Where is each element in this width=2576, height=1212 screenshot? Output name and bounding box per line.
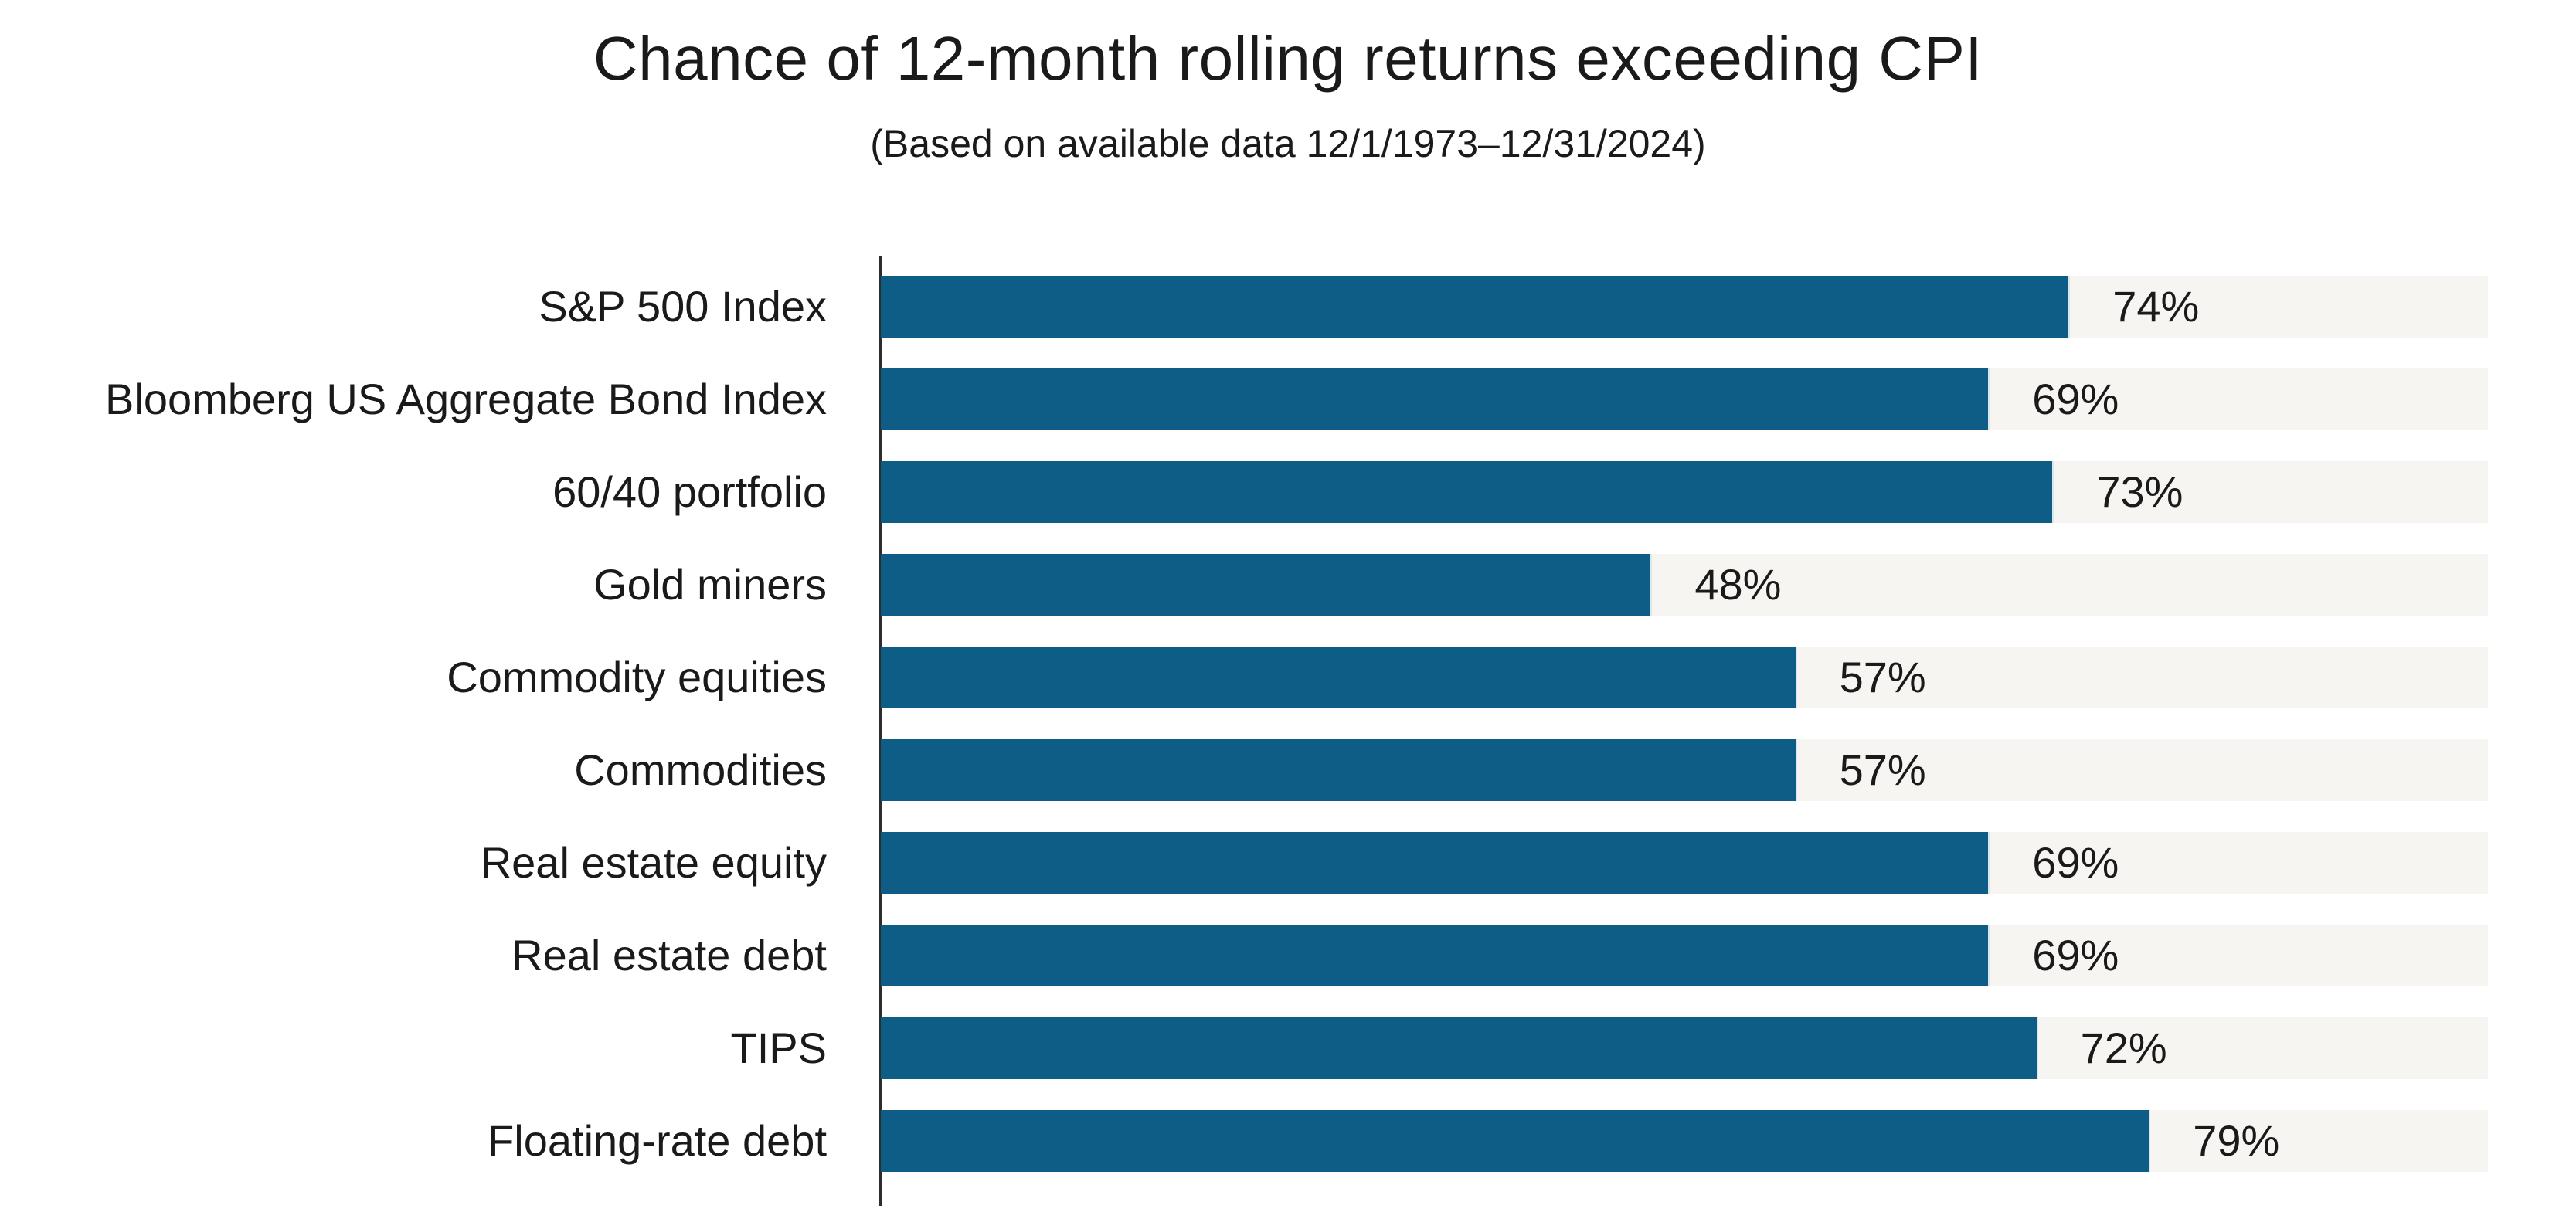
value-bar bbox=[881, 368, 1990, 430]
category-label: 60/40 portfolio bbox=[552, 467, 827, 516]
value-bar bbox=[881, 461, 2054, 523]
chart-row: Bloomberg US Aggregate Bond Index 69% bbox=[0, 368, 2576, 430]
value-label: 57% bbox=[1839, 653, 1926, 701]
category-label: Bloomberg US Aggregate Bond Index bbox=[105, 375, 827, 423]
chart-row: 60/40 portfolio 73% bbox=[0, 461, 2576, 523]
chart-row: Gold miners 48% bbox=[0, 554, 2576, 616]
value-bar bbox=[881, 554, 1653, 616]
value-label: 72% bbox=[2080, 1024, 2167, 1072]
value-bar bbox=[881, 739, 1797, 801]
value-label: 57% bbox=[1839, 745, 1926, 794]
chart-header: Chance of 12-month rolling returns excee… bbox=[0, 0, 2576, 167]
category-label: Real estate debt bbox=[511, 931, 827, 979]
bar-track: 57% bbox=[881, 739, 2488, 801]
chart-row: S&P 500 Index 74% bbox=[0, 276, 2576, 338]
category-label: Gold miners bbox=[593, 560, 827, 609]
category-label: Real estate equity bbox=[480, 838, 827, 887]
bar-track: 69% bbox=[881, 832, 2488, 894]
bar-track: 48% bbox=[881, 554, 2488, 616]
chart-row: Commodity equities 57% bbox=[0, 647, 2576, 708]
value-bar bbox=[881, 1017, 2038, 1079]
value-label: 48% bbox=[1694, 560, 1782, 609]
chart-row: Real estate debt 69% bbox=[0, 925, 2576, 986]
category-label: TIPS bbox=[730, 1024, 827, 1072]
bar-track: 69% bbox=[881, 925, 2488, 986]
y-axis-line bbox=[879, 256, 882, 1206]
value-bar bbox=[881, 1110, 2151, 1172]
category-label: S&P 500 Index bbox=[539, 282, 827, 331]
category-label: Commodity equities bbox=[447, 653, 827, 701]
value-bar bbox=[881, 276, 2071, 338]
value-bar bbox=[881, 925, 1990, 986]
bar-track: 57% bbox=[881, 647, 2488, 708]
value-label: 79% bbox=[2193, 1116, 2280, 1165]
page-subtitle: (Based on available data 12/1/1973–12/31… bbox=[870, 122, 1706, 165]
value-bar bbox=[881, 647, 1797, 708]
category-label: Commodities bbox=[574, 745, 827, 794]
chart-row: Commodities 57% bbox=[0, 739, 2576, 801]
bar-track: 79% bbox=[881, 1110, 2488, 1172]
bar-track: 73% bbox=[881, 461, 2488, 523]
chart-row: Floating-rate debt 79% bbox=[0, 1110, 2576, 1172]
chart-row: Real estate equity 69% bbox=[0, 832, 2576, 894]
value-label: 74% bbox=[2112, 282, 2200, 331]
bar-track: 69% bbox=[881, 368, 2488, 430]
category-label: Floating-rate debt bbox=[488, 1116, 827, 1165]
page-title: Chance of 12-month rolling returns excee… bbox=[593, 24, 1983, 93]
value-label: 69% bbox=[2032, 931, 2119, 979]
value-bar bbox=[881, 832, 1990, 894]
bar-track: 74% bbox=[881, 276, 2488, 338]
value-label: 69% bbox=[2032, 375, 2119, 423]
bar-chart: S&P 500 Index 74% Bloomberg US Aggregate B… bbox=[0, 276, 2576, 1203]
chart-row: TIPS 72% bbox=[0, 1017, 2576, 1079]
value-label: 73% bbox=[2096, 467, 2183, 516]
value-label: 69% bbox=[2032, 838, 2119, 887]
bar-track: 72% bbox=[881, 1017, 2488, 1079]
